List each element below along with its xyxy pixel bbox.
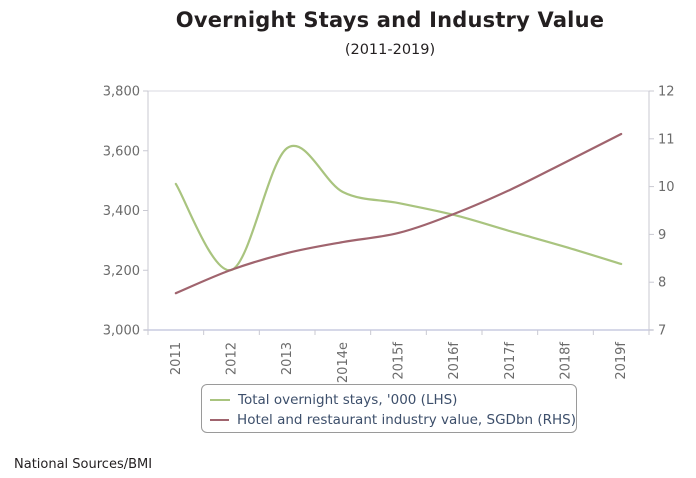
x-tick-label: 2019f: [614, 342, 629, 380]
x-tick-label: 2016f: [447, 342, 462, 380]
left-tick-label: 3,200: [103, 264, 140, 279]
x-tick-label: 2014e: [336, 342, 351, 383]
source-note: National Sources/BMI: [14, 457, 153, 472]
legend-label-overnight-stays: Total overnight stays, '000 (LHS): [238, 392, 458, 408]
right-tick-label: 7: [658, 324, 666, 339]
x-tick-label: 2018f: [559, 342, 574, 380]
legend-label-industry-value: Hotel and restaurant industry value, SGD…: [237, 412, 576, 428]
right-tick-label: 12: [658, 85, 675, 100]
right-tick-label: 9: [658, 228, 666, 243]
right-tick-label: 8: [658, 276, 666, 291]
series-line-industry-value: [174, 132, 623, 295]
series-line-overnight-stays: [174, 144, 623, 272]
legend-swatch-overnight-stays: [210, 399, 230, 401]
left-tick-label: 3,600: [103, 144, 140, 159]
left-axis-ticks: 3,000 3,200 3,400 3,600 3,800: [103, 85, 148, 339]
legend-item-industry-value[interactable]: Hotel and restaurant industry value, SGD…: [210, 410, 576, 430]
left-tick-label: 3,000: [103, 324, 140, 339]
right-tick-label: 11: [658, 132, 675, 147]
legend-item-overnight-stays[interactable]: Total overnight stays, '000 (LHS): [210, 390, 576, 410]
left-tick-label: 3,800: [103, 85, 140, 100]
x-tick-label: 2017f: [503, 342, 518, 380]
chart-subtitle: (2011-2019): [344, 42, 436, 58]
x-axis-ticks: 2011 2012 2013 2014e 2015f 2016f 2017f 2018f 201…: [147, 330, 650, 383]
chart-title: Overnight Stays and Industry Value: [175, 8, 605, 32]
legend: Total overnight stays, '000 (LHS) Hotel …: [201, 384, 577, 433]
right-axis-ticks: 7 8 9 10 11 12: [649, 85, 675, 339]
legend-swatch-industry-value: [210, 419, 230, 421]
series-lines: [174, 132, 623, 295]
left-tick-label: 3,400: [103, 204, 140, 219]
x-tick-label: 2015f: [392, 342, 407, 380]
right-tick-label: 10: [658, 180, 675, 195]
x-tick-label: 2013: [280, 342, 295, 375]
x-tick-label: 2011: [169, 342, 184, 375]
axes: [144, 90, 653, 334]
x-tick-label: 2012: [225, 342, 240, 375]
